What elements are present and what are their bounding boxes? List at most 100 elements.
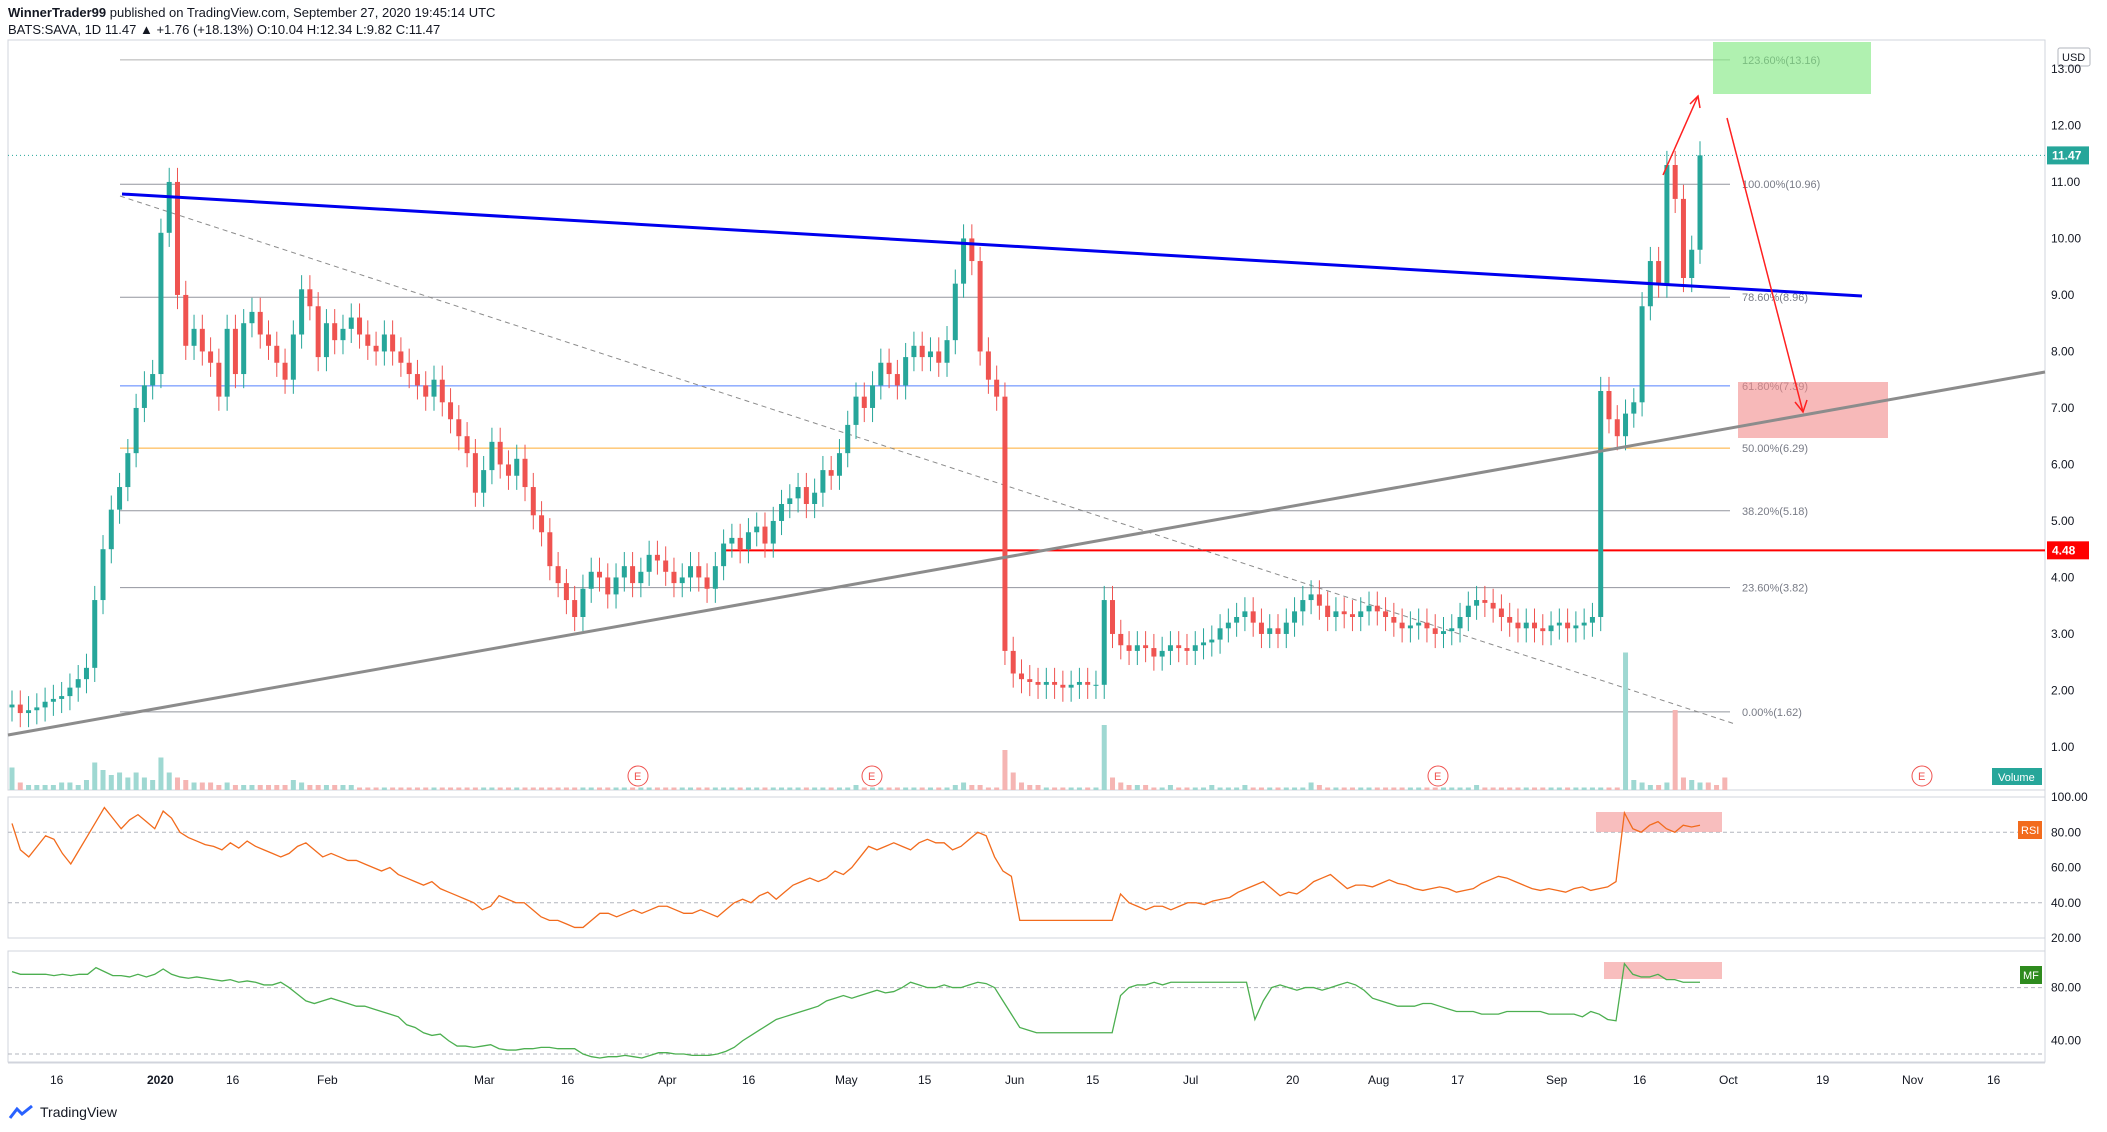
volume-bar [1010, 772, 1016, 790]
candle-body [596, 571, 602, 578]
volume-bar [1043, 787, 1049, 790]
volume-bar [497, 787, 503, 790]
candle-body [919, 345, 925, 358]
candle-body [224, 328, 230, 397]
volume-label-box[interactable] [1992, 768, 2042, 785]
volume-bar [547, 787, 553, 790]
earnings-marker[interactable] [627, 765, 649, 787]
candle-body [1027, 679, 1033, 682]
candle-body [1697, 155, 1703, 250]
candle-body [50, 698, 56, 702]
candle-body [1010, 650, 1016, 674]
mf-label-box[interactable] [2020, 966, 2042, 984]
earnings-marker[interactable] [861, 765, 883, 787]
volume-bar [1565, 787, 1571, 790]
candle-body [183, 294, 189, 346]
candle-body [944, 340, 950, 363]
ascending-trendline[interactable] [7, 370, 2046, 737]
time-tick-label: Jul [1183, 1073, 1198, 1087]
currency-box[interactable] [2057, 47, 2091, 67]
rsi-label-box[interactable] [2018, 821, 2042, 839]
volume-bar [1126, 785, 1132, 790]
time-tick-label: Mar [474, 1073, 495, 1087]
volume-bar [1275, 787, 1281, 790]
candle-body [696, 566, 702, 578]
candle-body [803, 487, 809, 504]
volume-bar [1556, 787, 1562, 790]
candle-body [1300, 600, 1306, 612]
tradingview-logo-icon[interactable] [8, 1104, 34, 1120]
volume-bar [1093, 787, 1099, 790]
volume-bar [26, 785, 32, 790]
rsi-tick-label: 40.00 [2051, 896, 2081, 910]
rsi-label: RSI [2021, 825, 2039, 837]
candle-body [1532, 622, 1538, 629]
price-tick-label: 13.00 [2051, 62, 2081, 76]
candle-body [679, 577, 685, 584]
volume-bar [505, 787, 511, 790]
volume-bar [373, 787, 379, 790]
volume-bar [133, 772, 139, 790]
candle-body [1498, 608, 1504, 617]
earnings-marker[interactable] [1427, 765, 1449, 787]
candle-body [985, 351, 991, 380]
volume-bar [820, 787, 826, 790]
candle-body [481, 470, 487, 493]
price-label-box [2047, 541, 2089, 560]
volume-bar [770, 787, 776, 790]
candle-body [423, 385, 429, 397]
candle-body [1052, 681, 1058, 685]
candle-body [59, 696, 65, 699]
volume-bar [936, 787, 942, 790]
volume-bar [605, 787, 611, 790]
volume-bar [1548, 787, 1554, 790]
candle-body [547, 532, 553, 567]
candle-body [1035, 681, 1041, 685]
volume-bar [1110, 777, 1116, 790]
volume-bar [257, 785, 263, 790]
candle-body [1482, 600, 1488, 603]
volume-bar [1432, 787, 1438, 790]
price-tick-label: 4.00 [2051, 570, 2075, 584]
candle-body [787, 498, 793, 504]
volume-bar [1424, 787, 1430, 790]
candle-body [117, 487, 123, 510]
volume-bar [1234, 787, 1240, 790]
candle-body [381, 334, 387, 352]
price-tick-label: 2.00 [2051, 683, 2075, 697]
candle-body [100, 549, 106, 601]
time-tick-label: 15 [1086, 1073, 1100, 1087]
volume-bar [646, 787, 652, 790]
earnings-marker[interactable] [1911, 765, 1933, 787]
volume-bar [1366, 787, 1372, 790]
time-tick-label: Oct [1719, 1073, 1738, 1087]
candle-body [1515, 622, 1521, 629]
footer-brand[interactable]: TradingView [40, 1104, 118, 1120]
volume-bar [1018, 782, 1024, 790]
volume-bar [1383, 787, 1389, 790]
candle-body [1225, 622, 1231, 629]
fib-level-label: 23.60%(3.82) [1742, 583, 1808, 595]
candle-body [75, 679, 81, 688]
volume-bar [1490, 787, 1496, 790]
candle-body [1267, 628, 1273, 634]
mf-tick-label: 40.00 [2051, 1034, 2081, 1048]
volume-bar [952, 785, 958, 790]
volume-bar [572, 787, 578, 790]
descending-trendline[interactable] [121, 192, 1863, 298]
candle-body [1258, 622, 1264, 634]
volume-bar [1374, 787, 1380, 790]
volume-bar [1134, 785, 1140, 790]
volume-bar [787, 787, 793, 790]
volume-bar [1449, 787, 1455, 790]
candle-body [1540, 628, 1546, 632]
volume-bar [1267, 787, 1273, 790]
candle-body [613, 577, 619, 595]
candle-body [845, 424, 851, 454]
volume-bar [1159, 787, 1165, 790]
candle-body [1457, 617, 1463, 629]
volume-bar [1532, 787, 1538, 790]
volume-bar [903, 787, 909, 790]
volume-bar [1656, 785, 1662, 790]
